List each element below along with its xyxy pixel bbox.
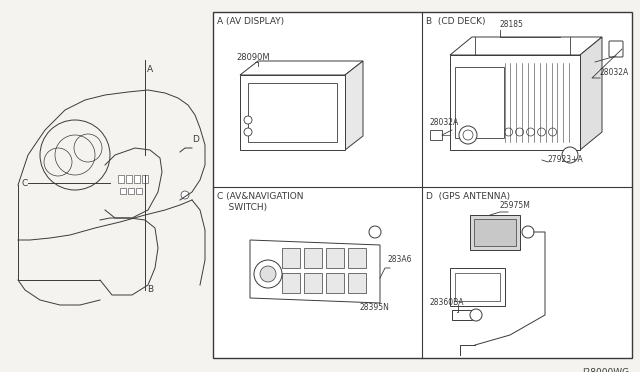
Circle shape [459,126,477,144]
Bar [282,248,300,268]
Polygon shape [450,37,602,55]
Text: 28032A: 28032A [430,118,460,127]
Bar [450,55,580,150]
Bar [142,175,148,183]
Text: B  (CD DECK): B (CD DECK) [426,17,486,26]
Text: 27923+A: 27923+A [548,155,584,164]
Polygon shape [580,37,602,150]
Bar [240,75,345,150]
Text: B: B [147,285,153,294]
Text: 25975M: 25975M [500,201,531,210]
Circle shape [244,128,252,136]
Text: 28185: 28185 [500,20,524,29]
Text: D: D [192,135,199,144]
Circle shape [562,147,578,163]
Circle shape [470,309,482,321]
Circle shape [504,128,513,136]
Text: C (AV&NAVIGATION
    SWITCH): C (AV&NAVIGATION SWITCH) [217,192,303,212]
Bar [348,273,366,293]
Circle shape [522,226,534,238]
Text: A (AV DISPLAY): A (AV DISPLAY) [217,17,284,26]
Polygon shape [240,61,363,75]
Circle shape [369,226,381,238]
Text: C: C [22,179,28,187]
Circle shape [548,128,557,136]
Text: 28360BA: 28360BA [430,298,465,307]
Circle shape [516,128,524,136]
FancyBboxPatch shape [609,41,623,57]
Text: 28090M: 28090M [236,53,269,62]
Bar [450,268,505,306]
Text: J28000WG: J28000WG [583,368,630,372]
Text: 283A6: 283A6 [387,255,412,264]
Circle shape [527,128,534,136]
Text: 28395N: 28395N [360,303,390,312]
Bar [136,188,142,194]
Bar [134,175,140,183]
Polygon shape [250,240,380,303]
Bar [474,219,516,246]
Bar [248,83,337,142]
Circle shape [260,266,276,282]
Bar [120,188,126,194]
Bar [118,175,124,183]
Bar [304,248,322,268]
Bar [326,248,344,268]
Bar [282,273,300,293]
Bar [455,273,500,301]
Circle shape [538,128,545,136]
Bar [326,273,344,293]
Bar [213,12,632,358]
Bar [128,188,134,194]
Text: 28032A: 28032A [600,68,629,77]
Bar [126,175,132,183]
Bar [348,248,366,268]
Circle shape [181,191,189,199]
Bar [430,130,442,140]
Circle shape [254,260,282,288]
Text: D  (GPS ANTENNA): D (GPS ANTENNA) [426,192,510,201]
Bar [452,310,472,320]
Bar [455,67,504,138]
Bar [470,215,520,250]
Text: A: A [147,65,153,74]
Bar [304,273,322,293]
Polygon shape [345,61,363,150]
Circle shape [244,116,252,124]
Circle shape [463,130,473,140]
